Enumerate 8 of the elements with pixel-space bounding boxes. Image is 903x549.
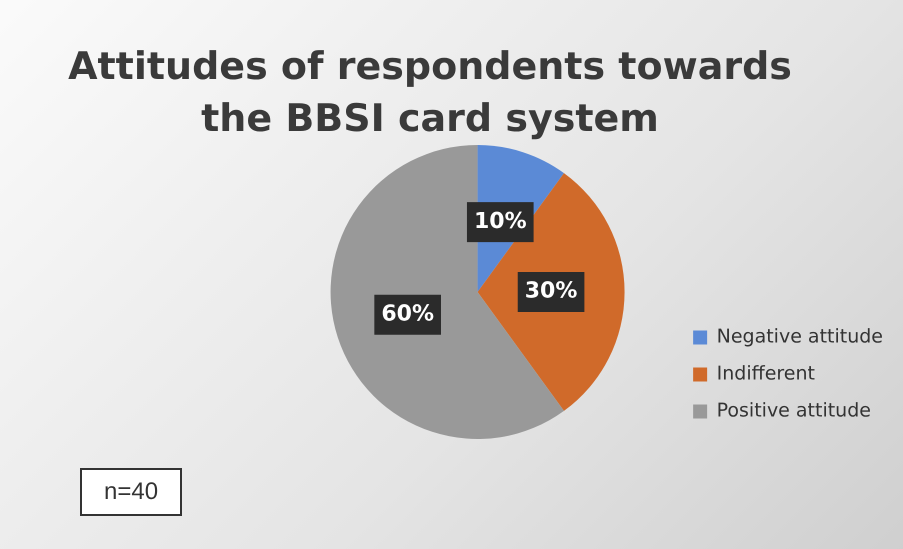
chart-title: Attitudes of respondents towards the BBSI card system xyxy=(67,43,793,142)
legend-label: Indifferent xyxy=(716,362,815,384)
text: n=40 xyxy=(80,468,182,516)
data-label: 30% xyxy=(524,278,578,304)
data-label: 10% xyxy=(474,208,527,234)
legend-label: Negative attitude xyxy=(716,325,884,348)
legend-label: Positive attitude xyxy=(716,399,871,422)
data-label: 60% xyxy=(381,301,434,326)
